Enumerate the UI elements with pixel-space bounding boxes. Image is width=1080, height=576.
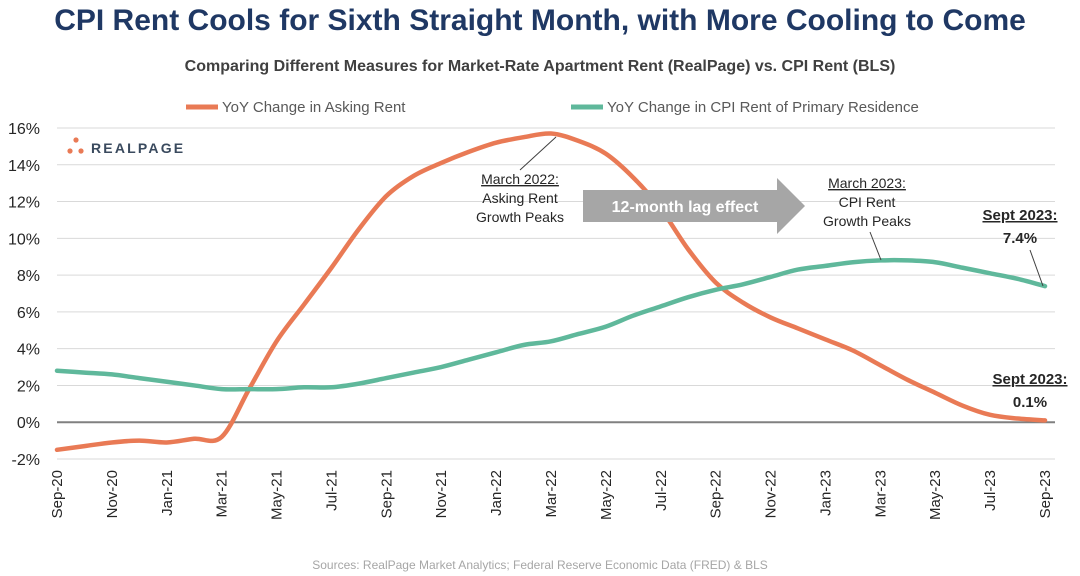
x-tick-label: Jan-21 [159,470,176,516]
asking-end-line1: Sept 2023: [992,371,1067,388]
x-tick-label: Jul-23 [982,470,999,511]
x-tick-label: Jan-23 [817,470,834,516]
cpi-peak-leader [869,231,882,261]
realpage-logo: REALPAGE [67,137,185,156]
chart-subtitle: Comparing Different Measures for Market-… [184,58,896,75]
cpi-peak-line3: Growth Peaks [823,213,911,229]
x-tick-label: Nov-22 [763,470,780,518]
series-line-cpi-rent [54,257,1048,392]
series-line-asking-rent [54,131,1048,453]
x-tick-label: Sep-23 [1037,470,1054,518]
x-tick-label: Nov-21 [433,470,450,518]
x-tick-label: May-23 [927,470,944,520]
y-tick-label: 4% [17,342,40,359]
lag-arrow-label: 12-month lag effect [612,199,759,216]
x-tick-label: Mar-21 [214,470,231,518]
asking-peak-leader [519,136,557,171]
y-tick-labels: -2% 0% 2% 4% 6% 8% 10% 12% 14% 16% [8,121,40,469]
cpi-end-leader [1029,249,1044,287]
asking-end-annotation: Sept 2023: 0.1% [992,371,1067,411]
lag-arrow: 12-month lag effect [583,178,805,234]
legend: YoY Change in Asking Rent YoY Change in C… [186,99,919,116]
cpi-peak-line1: March 2023: [828,175,906,191]
x-tick-label: May-21 [269,470,286,520]
cpi-end-annotation: Sept 2023: 7.4% [982,207,1058,287]
x-tick-label: Sep-21 [378,470,395,518]
chart-title: CPI Rent Cools for Sixth Straight Month,… [54,4,1026,37]
y-tick-label: 2% [17,378,40,395]
asking-peak-line2: Asking Rent [482,190,558,206]
y-tick-label: 10% [8,231,40,248]
realpage-logo-text: REALPAGE [91,140,185,156]
series-lines [54,131,1048,453]
grid-lines [57,127,1055,460]
source-note: Sources: RealPage Market Analytics; Fede… [312,558,768,572]
cpi-end-line2: 7.4% [1003,230,1037,247]
y-tick-label: 14% [8,158,40,175]
x-tick-label: Mar-23 [872,470,889,518]
asking-peak-line3: Growth Peaks [476,209,564,225]
lag-arrow-shape [583,178,805,234]
cpi-end-line1: Sept 2023: [982,207,1057,224]
asking-peak-annotation: March 2022: Asking Rent Growth Peaks [476,136,564,225]
y-tick-label: 12% [8,195,40,212]
y-tick-label: 16% [8,121,40,138]
x-tick-labels: Sep-20 Nov-20 Jan-21 Mar-21 May-21 Jul-21 Sep-… [49,470,1054,520]
x-tick-label: Jul-22 [653,470,670,511]
y-tick-label: 8% [17,268,40,285]
y-tick-label: 6% [17,305,40,322]
x-tick-label: Sep-22 [708,470,725,518]
x-tick-label: Nov-20 [104,470,121,518]
x-tick-label: May-22 [598,470,615,520]
cpi-peak-line2: CPI Rent [839,194,896,210]
y-tick-label: 0% [17,415,40,432]
x-tick-label: Jul-21 [323,470,340,511]
x-tick-label: Jan-22 [488,470,505,516]
asking-peak-line1: March 2022: [481,171,559,187]
legend-label: YoY Change in Asking Rent [222,99,406,116]
asking-end-line2: 0.1% [1013,394,1047,411]
legend-label: YoY Change in CPI Rent of Primary Reside… [607,99,919,116]
x-tick-label: Mar-22 [543,470,560,518]
x-tick-label: Sep-20 [49,470,66,518]
cpi-peak-annotation: March 2023: CPI Rent Growth Peaks [823,175,911,261]
realpage-dots-icon [67,137,84,154]
y-tick-label: -2% [12,452,40,469]
